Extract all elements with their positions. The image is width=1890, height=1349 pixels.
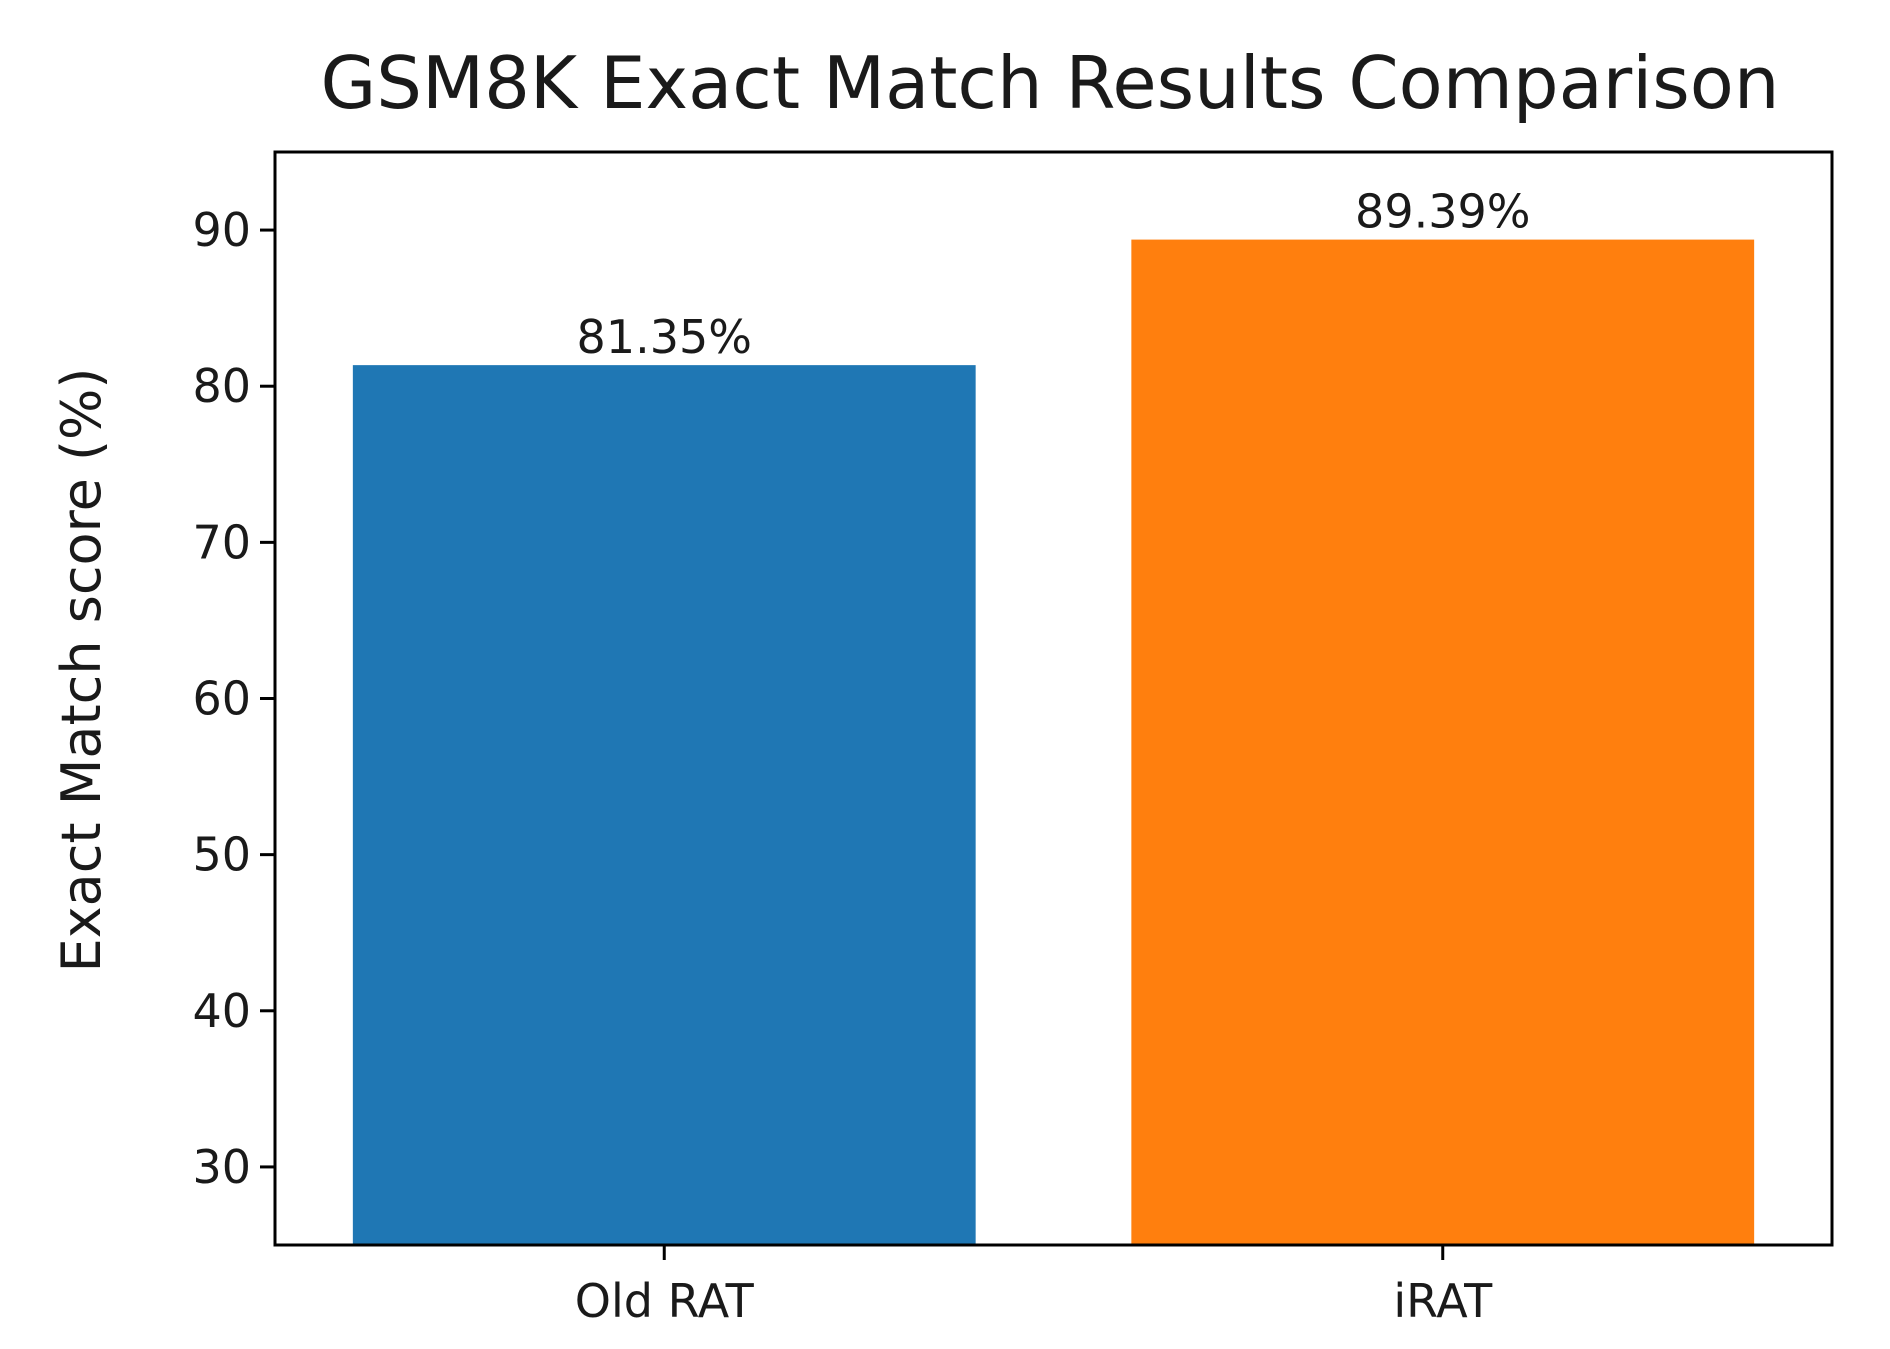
x-tick-label: iRAT <box>1393 1274 1493 1328</box>
plot-area: 30 40 50 60 70 80 90 81.35% Old RAT 89.39% iRAT <box>192 185 1755 1328</box>
data-label: 89.39% <box>1355 185 1530 239</box>
bar-irat <box>1131 239 1755 1246</box>
y-tick-label: 40 <box>192 984 251 1038</box>
y-tick-label: 60 <box>192 672 251 726</box>
y-tick-label: 80 <box>192 359 251 413</box>
y-tick-label: 30 <box>192 1140 251 1194</box>
bar-old-rat <box>352 365 976 1245</box>
chart-title: GSM8K Exact Match Results Comparison <box>321 41 1780 125</box>
x-tick-label: Old RAT <box>575 1274 755 1328</box>
plot-frame <box>273 150 1834 1247</box>
y-axis-label: Exact Match score (%) <box>50 368 113 973</box>
y-tick-label: 90 <box>192 203 251 257</box>
data-label: 81.35% <box>577 310 752 364</box>
y-tick-label: 70 <box>192 515 251 569</box>
y-tick-label: 50 <box>192 828 251 882</box>
